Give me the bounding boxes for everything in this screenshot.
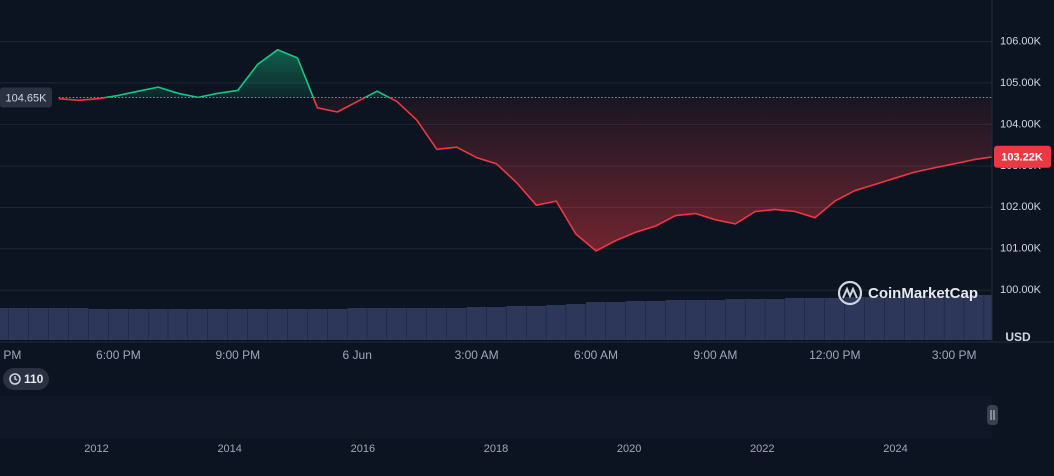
volume-bar [645,301,666,340]
history-icon [9,373,21,385]
navigator-year: 2018 [484,443,508,455]
badge[interactable]: 110 [3,368,49,390]
volume-bar [705,300,726,340]
watermark: CoinMarketCap [837,280,978,306]
volume-bar [48,308,69,340]
volume-bar [168,309,188,340]
y-tick-label: 100.00K [1000,284,1042,296]
navigator-handle[interactable] [987,405,998,425]
volume-bar [685,300,706,340]
baseline-area [58,49,992,251]
volume-bar [227,309,248,340]
volume-bar [148,309,168,340]
volume-bar [924,296,944,340]
volume-bar [426,308,447,340]
volume-bar [8,308,29,340]
y-tick-label: 106.00K [1000,35,1042,47]
volume-bar [387,308,407,340]
volume-bar [207,309,228,340]
volume-bar [884,297,905,340]
volume-bar [844,297,865,340]
volume-bar [526,306,546,340]
volume-bar [984,295,992,340]
volume-bar [566,304,586,340]
navigator-year: 2024 [883,443,907,455]
plot [0,49,992,340]
volume-bar [665,300,686,340]
currency-label: USD [1005,330,1031,344]
navigator-year: 2014 [217,443,241,455]
price-line [58,49,992,252]
x-tick-label: 6:00 AM [574,348,618,362]
volume-bar [327,309,347,340]
volume-bar [88,309,109,340]
logo-mark [842,286,858,299]
navigator-year: 2020 [617,443,641,455]
volume-bar [307,309,328,340]
volume-bar [745,299,765,340]
y-tick-label: 105.00K [1000,77,1042,89]
volume-bar [68,308,89,340]
volume-bar [625,301,646,340]
volume-bar [785,298,805,340]
volume-bar [944,296,964,340]
x-tick-label: 3:00 AM [455,348,499,362]
volume-bar [108,309,129,340]
volume-bar [964,295,984,340]
x-tick-label: 3:00 PM [932,348,977,362]
volume-bar [247,309,268,340]
current-tag [994,145,1051,168]
volume-bar [824,298,845,340]
x-tick-label: 9:00 AM [693,348,737,362]
volume-bar [586,302,606,340]
volume-bar [367,308,387,340]
volume-bar [765,299,785,340]
navigator-year: 2016 [351,443,375,455]
x-tick-label: 6 Jun [343,348,372,362]
x-tick-label: 3:00 PM [0,348,21,362]
x-tick-label: 9:00 PM [215,348,260,362]
volume-bar [446,308,467,340]
brand-text: CoinMarketCap [868,285,978,302]
history-hand [14,376,18,381]
y-tick-label: 101.00K [1000,243,1042,255]
volume-bar [188,309,208,340]
volume-bar [347,308,367,340]
badge-count: 110 [24,372,44,386]
volume-bar [128,309,148,340]
x-tick-label: 6:00 PM [96,348,141,362]
volume-bar [28,308,49,340]
volume-bar [904,296,925,340]
volume-bar [725,299,745,340]
volume-bar [267,309,288,340]
navigator-year: 2022 [750,443,774,455]
baseline-tag [0,87,52,108]
volume-bar [287,309,308,340]
x-tick-label: 12:00 PM [809,348,860,362]
y-tick-label: 104.00K [1000,118,1042,130]
volume-bar [804,298,825,340]
baseline-label: 104.65K [6,92,48,104]
navigator-year: 2012 [84,443,108,455]
volume-bar [546,305,566,340]
volume-bar [864,297,885,340]
current-label: 103.22K [1001,152,1043,164]
volume-bar [486,307,507,340]
logo-ring [837,280,863,306]
volume-bar [0,308,9,340]
volume-bar [466,307,487,340]
y-tick-label: 102.00K [1000,201,1042,213]
volume-bar [506,306,527,340]
volume-bar [406,308,427,340]
volume-bar [605,302,626,340]
navigator-bg [0,396,992,438]
